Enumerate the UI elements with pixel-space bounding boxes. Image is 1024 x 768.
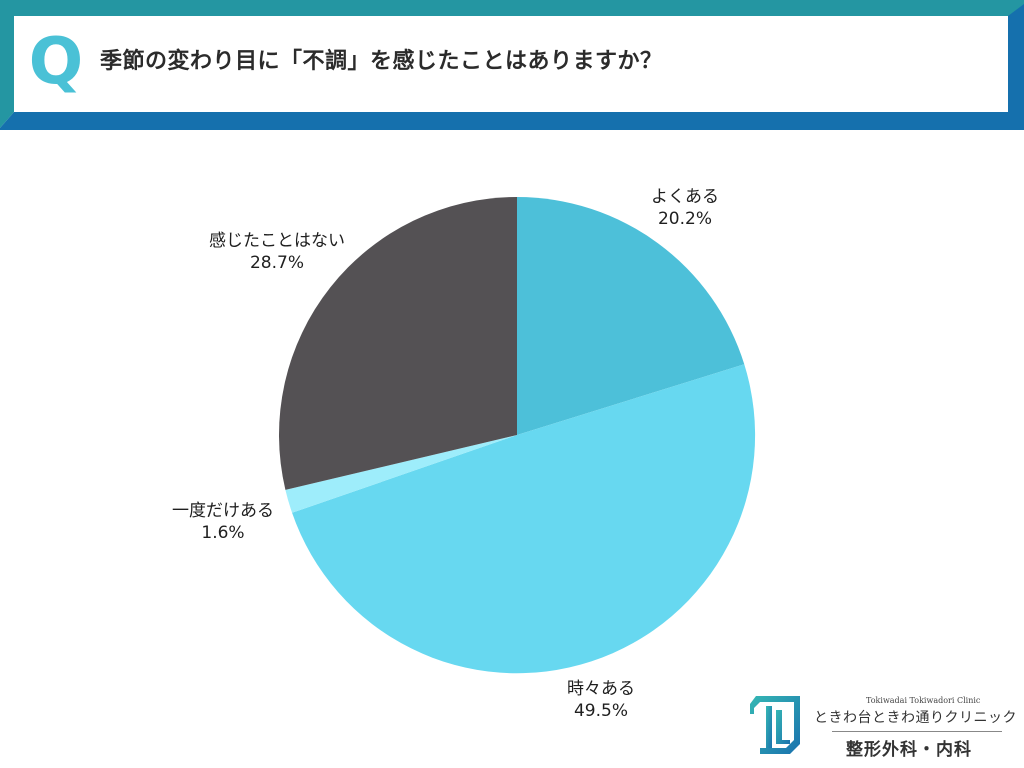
pie-slice <box>517 197 745 435</box>
label-name: 時々ある <box>567 679 635 699</box>
q-mark: Q <box>28 25 84 99</box>
clinic-logo: Tokiwadai Tokiwadori Clinic ときわ台ときわ通りクリニ… <box>746 692 1017 760</box>
clinic-tc-icon <box>750 696 800 754</box>
label-name: よくある <box>651 187 719 207</box>
label-name: 一度だけある <box>172 501 274 521</box>
logo-divider <box>832 731 1002 732</box>
label-value: 20.2% <box>657 209 712 229</box>
banner-frame <box>0 0 1024 130</box>
label-ichidodakeaaru: 一度だけある 1.6% <box>160 500 286 544</box>
label-value: 28.7% <box>249 253 304 273</box>
question-banner: Q 季節の変わり目に「不調」を感じたことはありますか？ <box>0 0 1024 130</box>
label-name: 感じたことはない <box>209 231 345 251</box>
label-kanjitakotohanai: 感じたことはない 28.7% <box>192 230 362 274</box>
clinic-name-jp: ときわ台ときわ通りクリニック <box>814 710 1017 726</box>
pie-slice <box>292 364 756 674</box>
label-value: 49.5% <box>573 701 628 721</box>
clinic-departments: 整形外科・内科 <box>846 740 972 760</box>
label-value: 1.6% <box>201 523 245 543</box>
pie-slice <box>278 197 517 490</box>
label-yokuaru: よくある 20.2% <box>640 186 730 230</box>
question-title: 季節の変わり目に「不調」を感じたことはありますか？ <box>100 49 663 74</box>
pie-slice <box>285 435 517 513</box>
label-tokidokiaru: 時々ある 49.5% <box>556 678 646 722</box>
clinic-name-en: Tokiwadai Tokiwadori Clinic <box>866 696 981 705</box>
